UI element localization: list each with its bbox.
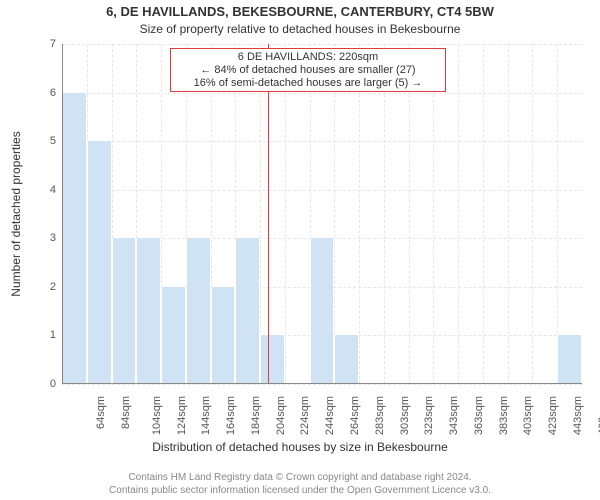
y-axis-title: Number of detached properties bbox=[9, 44, 23, 384]
annotation-line: ← 84% of detached houses are smaller (27… bbox=[175, 64, 441, 77]
y-tick-label: 3 bbox=[34, 232, 56, 244]
x-tick-label: 343sqm bbox=[448, 396, 460, 435]
histogram-bar bbox=[161, 287, 186, 384]
gridline-h bbox=[62, 384, 582, 385]
histogram-bar bbox=[310, 238, 335, 384]
attribution-text: Contains HM Land Registry data © Crown c… bbox=[0, 472, 600, 497]
y-tick-label: 1 bbox=[34, 329, 56, 341]
attribution-line: Contains public sector information licen… bbox=[0, 485, 600, 498]
gridline-v bbox=[532, 44, 533, 384]
gridline-v bbox=[260, 44, 261, 384]
histogram-bar bbox=[112, 238, 137, 384]
histogram-bar bbox=[211, 287, 236, 384]
gridline-v bbox=[483, 44, 484, 384]
y-tick-label: 2 bbox=[34, 281, 56, 293]
gridline-h bbox=[62, 44, 582, 45]
x-tick-label: 423sqm bbox=[547, 396, 559, 435]
gridline-v bbox=[458, 44, 459, 384]
gridline-v bbox=[334, 44, 335, 384]
x-tick-label: 383sqm bbox=[498, 396, 510, 435]
histogram-bar bbox=[136, 238, 161, 384]
histogram-bar bbox=[334, 335, 359, 384]
x-tick-label: 283sqm bbox=[374, 396, 386, 435]
histogram-bar bbox=[235, 238, 260, 384]
x-tick-label: 443sqm bbox=[572, 396, 584, 435]
chart-subtitle: Size of property relative to detached ho… bbox=[0, 22, 600, 36]
x-tick-label: 204sqm bbox=[275, 396, 287, 435]
gridline-v bbox=[557, 44, 558, 384]
marker-line bbox=[268, 44, 269, 384]
gridline-v bbox=[384, 44, 385, 384]
x-tick-label: 124sqm bbox=[176, 396, 188, 435]
x-tick-label: 363sqm bbox=[473, 396, 485, 435]
y-tick-label: 6 bbox=[34, 87, 56, 99]
x-tick-label: 144sqm bbox=[201, 396, 213, 435]
x-tick-label: 104sqm bbox=[151, 396, 163, 435]
gridline-h bbox=[62, 141, 582, 142]
histogram-bar bbox=[260, 335, 285, 384]
annotation-line: 6 DE HAVILLANDS: 220sqm bbox=[175, 51, 441, 64]
histogram-bar bbox=[87, 141, 112, 384]
annotation-box: 6 DE HAVILLANDS: 220sqm← 84% of detached… bbox=[170, 48, 446, 92]
annotation-line: 16% of semi-detached houses are larger (… bbox=[175, 77, 441, 90]
gridline-v bbox=[359, 44, 360, 384]
x-tick-label: 323sqm bbox=[423, 396, 435, 435]
chart-container: 6, DE HAVILLANDS, BEKESBOURNE, CANTERBUR… bbox=[0, 0, 600, 500]
gridline-h bbox=[62, 190, 582, 191]
x-tick-label: 264sqm bbox=[349, 396, 361, 435]
x-tick-label: 184sqm bbox=[250, 396, 262, 435]
x-tick-label: 64sqm bbox=[95, 396, 107, 429]
gridline-v bbox=[433, 44, 434, 384]
gridline-v bbox=[508, 44, 509, 384]
histogram-bar bbox=[557, 335, 582, 384]
y-tick-label: 4 bbox=[34, 184, 56, 196]
x-axis-title: Distribution of detached houses by size … bbox=[0, 440, 600, 454]
x-tick-label: 84sqm bbox=[120, 396, 132, 429]
gridline-h bbox=[62, 93, 582, 94]
histogram-bar bbox=[62, 93, 87, 384]
x-tick-label: 244sqm bbox=[324, 396, 336, 435]
gridline-v bbox=[285, 44, 286, 384]
x-tick-label: 224sqm bbox=[300, 396, 312, 435]
y-tick-label: 0 bbox=[34, 378, 56, 390]
x-tick-label: 403sqm bbox=[522, 396, 534, 435]
chart-title: 6, DE HAVILLANDS, BEKESBOURNE, CANTERBUR… bbox=[0, 4, 600, 19]
y-tick-label: 7 bbox=[34, 38, 56, 50]
plot-area: 6 DE HAVILLANDS: 220sqm← 84% of detached… bbox=[62, 44, 582, 384]
x-tick-label: 303sqm bbox=[399, 396, 411, 435]
y-tick-label: 5 bbox=[34, 135, 56, 147]
attribution-line: Contains HM Land Registry data © Crown c… bbox=[0, 472, 600, 485]
histogram-bar bbox=[186, 238, 211, 384]
x-tick-label: 164sqm bbox=[225, 396, 237, 435]
gridline-v bbox=[409, 44, 410, 384]
